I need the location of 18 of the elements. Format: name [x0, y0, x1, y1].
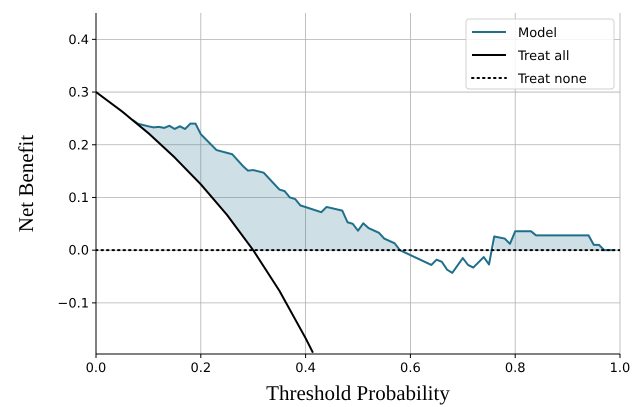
legend-label: Model	[518, 26, 558, 41]
y-axis-title: Net Benefit	[14, 134, 38, 232]
line-series	[132, 118, 616, 274]
x-tick-label: 0.0	[86, 361, 106, 376]
legend-label: Treat none	[517, 72, 587, 87]
y-tick-label: 0.1	[68, 190, 89, 206]
x-tick-label: 0.2	[190, 361, 212, 376]
x-tick-label: 0.8	[504, 361, 526, 376]
legend-label: Treat all	[517, 49, 570, 64]
x-tick-label: 0.6	[400, 361, 421, 376]
y-tick-label: 0.0	[68, 244, 89, 259]
y-tick-label: −0.1	[57, 296, 89, 312]
y-tick-label: 0.3	[68, 86, 89, 101]
x-tick-label: 0.4	[295, 361, 316, 376]
y-tick-label: 0.4	[68, 32, 89, 48]
y-tick-label: 0.2	[68, 138, 89, 154]
x-axis-title: Threshold Probability	[266, 381, 450, 405]
x-tick-label: 1.0	[610, 361, 630, 376]
